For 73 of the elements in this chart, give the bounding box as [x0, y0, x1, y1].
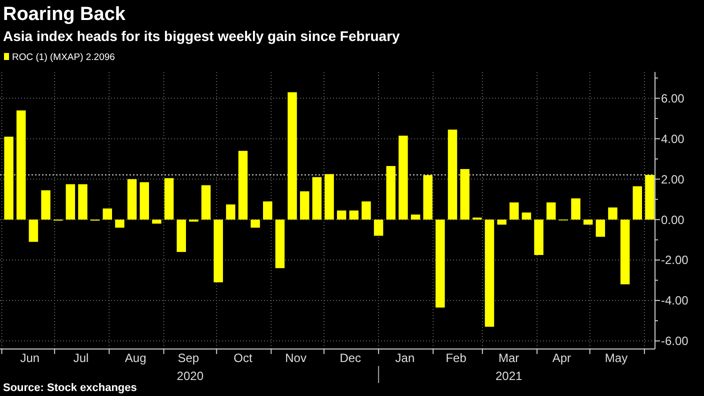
bar — [250, 220, 260, 228]
bar — [583, 220, 593, 225]
bar — [78, 184, 88, 220]
x-tick-label: Oct — [234, 351, 253, 365]
bar — [645, 174, 654, 220]
bar — [423, 175, 432, 220]
bar — [349, 210, 359, 220]
bar — [534, 220, 544, 255]
bar — [620, 220, 630, 284]
bar — [436, 220, 445, 308]
bar — [386, 166, 396, 220]
bar — [312, 177, 322, 220]
bar — [238, 150, 248, 220]
y-tick-label: 6.00 — [661, 91, 685, 106]
bar — [152, 220, 162, 224]
x-tick-label: Jan — [395, 351, 415, 365]
bar — [263, 201, 272, 220]
y-tick-label: -4.00 — [661, 294, 689, 308]
x-tick-label: Apr — [552, 351, 572, 365]
bar — [410, 214, 420, 220]
x-tick-label: Jun — [20, 351, 40, 365]
bar — [596, 220, 606, 237]
bar — [201, 185, 211, 220]
bar — [448, 130, 458, 220]
bar — [41, 190, 50, 220]
bar — [288, 92, 297, 220]
x2-tick-label: 2021 — [496, 369, 523, 383]
y-tick-label: -2.00 — [661, 253, 689, 268]
bar — [608, 207, 618, 220]
bar — [398, 136, 408, 220]
x-tick-label: Mar — [498, 351, 520, 365]
bar — [484, 220, 494, 327]
bar — [362, 201, 371, 220]
chart-subtitle: Asia index heads for its biggest weekly gain since February — [3, 28, 400, 44]
bar — [115, 220, 124, 228]
chart-title: Roaring Back — [3, 4, 126, 25]
bar — [460, 169, 470, 220]
bar — [300, 191, 310, 220]
x-tick-label: Sep — [178, 351, 200, 365]
x-tick-label: Nov — [285, 351, 306, 365]
source-note: Source: Stock exchanges — [3, 382, 137, 394]
x-tick-label: Dec — [340, 351, 362, 365]
bar — [127, 179, 137, 220]
y-tick-label: 4.00 — [661, 132, 685, 146]
bar — [324, 174, 334, 220]
bar — [4, 136, 14, 220]
bar — [66, 184, 76, 220]
bar — [176, 220, 186, 252]
bar — [226, 204, 236, 220]
x2-tick-label: 2020 — [176, 369, 204, 383]
bar — [497, 220, 506, 225]
bar — [102, 208, 112, 220]
legend-label: ROC (1) (MXAP) 2.2096 — [12, 52, 115, 63]
bar — [571, 198, 580, 220]
y-tick-label: 0.00 — [661, 212, 685, 227]
x-tick-label: Aug — [124, 351, 146, 365]
bar — [214, 220, 223, 282]
bar — [546, 202, 556, 220]
x-tick-label: Feb — [446, 351, 467, 365]
bar — [374, 220, 384, 236]
x-tick-label: Jul — [73, 351, 89, 365]
y-tick-label: 2.00 — [661, 172, 685, 186]
bar — [16, 110, 26, 220]
x-tick-label: May — [604, 351, 628, 365]
bar — [522, 212, 532, 220]
bar — [275, 220, 285, 268]
y-tick-label: -6.00 — [661, 334, 689, 348]
bar — [28, 220, 38, 242]
bar — [336, 210, 346, 220]
bar — [140, 182, 150, 220]
bar — [632, 186, 642, 220]
bar — [510, 202, 519, 220]
bar — [164, 178, 174, 220]
